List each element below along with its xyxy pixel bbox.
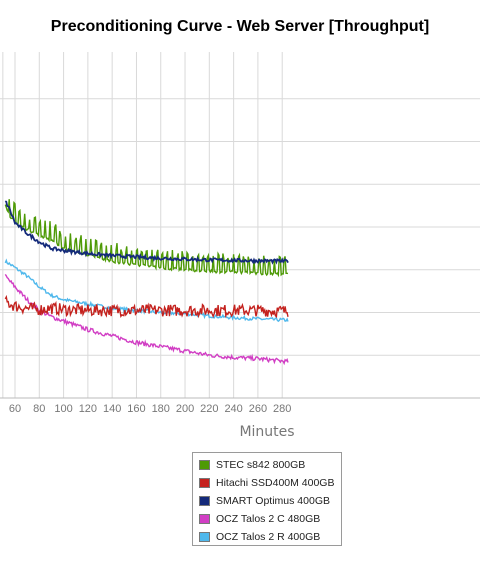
grid [0, 52, 480, 399]
series-line [4, 258, 289, 323]
legend-label: OCZ Talos 2 C 480GB [216, 513, 321, 525]
series-lines [4, 199, 289, 366]
legend-label: OCZ Talos 2 R 400GB [216, 531, 321, 543]
legend-label: STEC s842 800GB [216, 459, 306, 471]
series-line [4, 200, 289, 265]
x-tick-label: 200 [176, 403, 194, 415]
x-tick-label: 100 [54, 403, 72, 415]
legend-item: OCZ Talos 2 C 480GB [199, 510, 341, 528]
x-tick-labels: 60 80 100 120 140 160 180 200 220 240 260 280 [9, 403, 292, 415]
legend-swatch [199, 496, 210, 506]
x-tick-label: 160 [127, 403, 145, 415]
series-line [4, 294, 289, 319]
legend-label: SMART Optimus 400GB [216, 495, 330, 507]
x-tick-label: 260 [249, 403, 267, 415]
legend-swatch [199, 478, 210, 488]
plot-area: 60 80 100 120 140 160 180 200 220 240 260 280 [0, 52, 480, 415]
x-tick-label: 180 [152, 403, 170, 415]
legend-item: OCZ Talos 2 R 400GB [199, 528, 341, 546]
x-axis-label: Minutes [239, 424, 295, 440]
x-tick-label: 120 [79, 403, 97, 415]
x-tick-label: 80 [33, 403, 45, 415]
legend-swatch [199, 460, 210, 470]
legend-item: STEC s842 800GB [199, 456, 341, 474]
x-tick-label: 220 [200, 403, 218, 415]
series-line [4, 274, 289, 366]
legend: STEC s842 800GB Hitachi SSD400M 400GB SMAR… [192, 452, 342, 546]
x-tick-label: 140 [103, 403, 121, 415]
x-tick-label: 240 [224, 403, 242, 415]
legend-swatch [199, 532, 210, 542]
chart-title: Preconditioning Curve - Web Server [Thro… [50, 18, 430, 35]
legend-swatch [199, 514, 210, 524]
legend-item: SMART Optimus 400GB [199, 492, 341, 510]
series-line [4, 199, 289, 278]
legend-item: Hitachi SSD400M 400GB [199, 474, 341, 492]
legend-label: Hitachi SSD400M 400GB [216, 477, 335, 489]
x-tick-label: 280 [273, 403, 291, 415]
x-tick-label: 60 [9, 403, 21, 415]
